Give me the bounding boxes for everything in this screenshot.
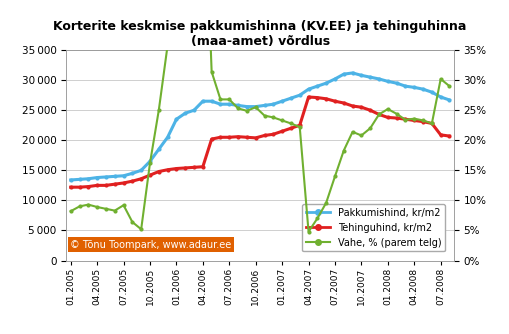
Title: Korterite keskmise pakkumishinna (KV.EE) ja tehinguhinna
(maa-amet) võrdlus: Korterite keskmise pakkumishinna (KV.EE)… [53,20,466,47]
Text: © Tõnu Toompark, www.adaur.ee: © Tõnu Toompark, www.adaur.ee [70,240,231,250]
Legend: Pakkumishind, kr/m2, Tehinguhind, kr/m2, Vahe, % (parem telg): Pakkumishind, kr/m2, Tehinguhind, kr/m2,… [301,204,444,252]
